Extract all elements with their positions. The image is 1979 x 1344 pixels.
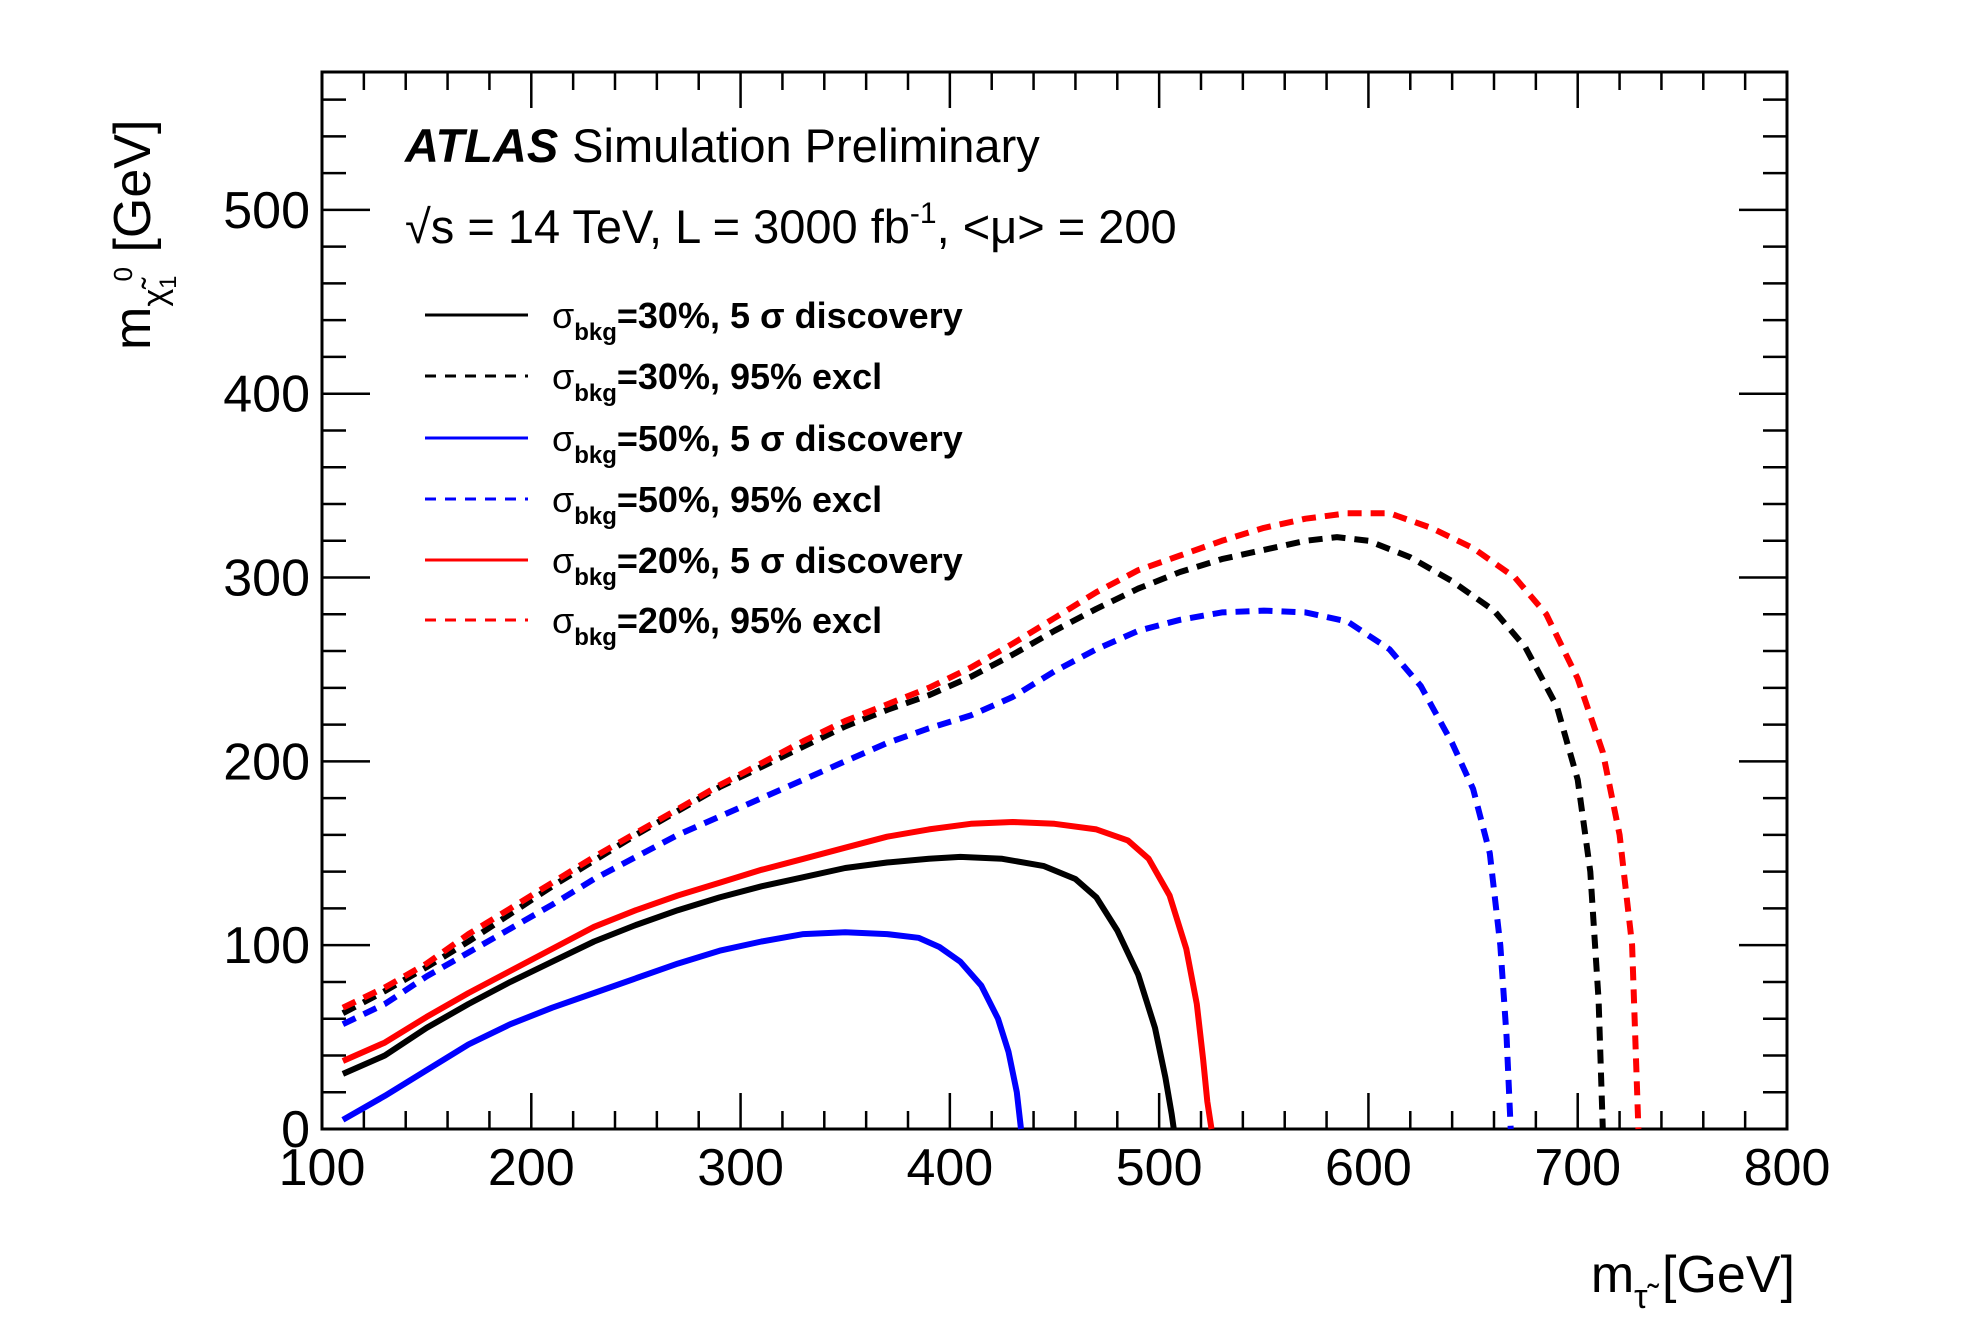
legend-label: σbkg=30%, 95% excl: [552, 356, 882, 407]
legend-entry: σbkg=50%, 5 σ discovery: [425, 418, 963, 469]
x-tick-label: 400: [906, 1139, 993, 1197]
x-axis-title: mτ̃ [GeV]: [1591, 1246, 1795, 1316]
y-tick-label: 200: [223, 733, 310, 791]
series-line: [341, 929, 1024, 1130]
legend-label: σbkg=30%, 5 σ discovery: [552, 295, 963, 346]
x-tick-label: 500: [1116, 1139, 1203, 1197]
series-line: [341, 510, 1642, 1130]
x-tick-label: 100: [279, 1139, 366, 1197]
x-tick-labels: 100 200 300 400 500 600 700 800: [279, 1139, 1831, 1197]
y-tick-label: 300: [223, 550, 310, 608]
y-tick-label: 0: [281, 1101, 310, 1159]
x-tick-label: 300: [697, 1139, 784, 1197]
x-tick-label: 200: [488, 1139, 575, 1197]
legend-entry: σbkg=30%, 95% excl: [425, 356, 882, 407]
legend-entry: σbkg=50%, 95% excl: [425, 479, 882, 530]
y-tick-labels: 0 100 200 300 400 500: [223, 182, 310, 1159]
series-line: [341, 607, 1514, 1130]
legend-entry: σbkg=30%, 5 σ discovery: [425, 295, 963, 346]
x-tick-label: 700: [1534, 1139, 1621, 1197]
legend-label: σbkg=20%, 5 σ discovery: [552, 540, 963, 591]
curves: [341, 510, 1642, 1130]
x-tick-label: 600: [1325, 1139, 1412, 1197]
y-tick-label: 500: [223, 182, 310, 240]
chart-subtitle: √s = 14 TeV, L = 3000 fb-1, <μ> = 200: [405, 197, 1177, 253]
series-line: [341, 534, 1606, 1130]
axis-ticks: [320, 72, 1789, 1131]
legend-entry: σbkg=20%, 5 σ discovery: [425, 540, 963, 591]
chart-title: ATLAS Simulation Preliminary: [404, 119, 1040, 172]
plot-border: [320, 70, 1789, 1131]
legend-label: σbkg=50%, 95% excl: [552, 479, 882, 530]
y-tick-label: 100: [223, 917, 310, 975]
plot-frame: [320, 70, 1789, 1131]
legend-label: σbkg=50%, 5 σ discovery: [552, 418, 963, 469]
y-tick-label: 400: [223, 366, 310, 424]
series-line: [341, 853, 1177, 1130]
legend-label: σbkg=20%, 95% excl: [552, 600, 882, 651]
legend: σbkg=30%, 5 σ discovery σbkg=30%, 95% ex…: [425, 295, 963, 651]
x-tick-label: 800: [1744, 1139, 1831, 1197]
legend-entry: σbkg=20%, 95% excl: [425, 600, 882, 651]
series-line: [341, 819, 1215, 1130]
y-axis-title: mχ̃10 [GeV]: [104, 120, 182, 350]
